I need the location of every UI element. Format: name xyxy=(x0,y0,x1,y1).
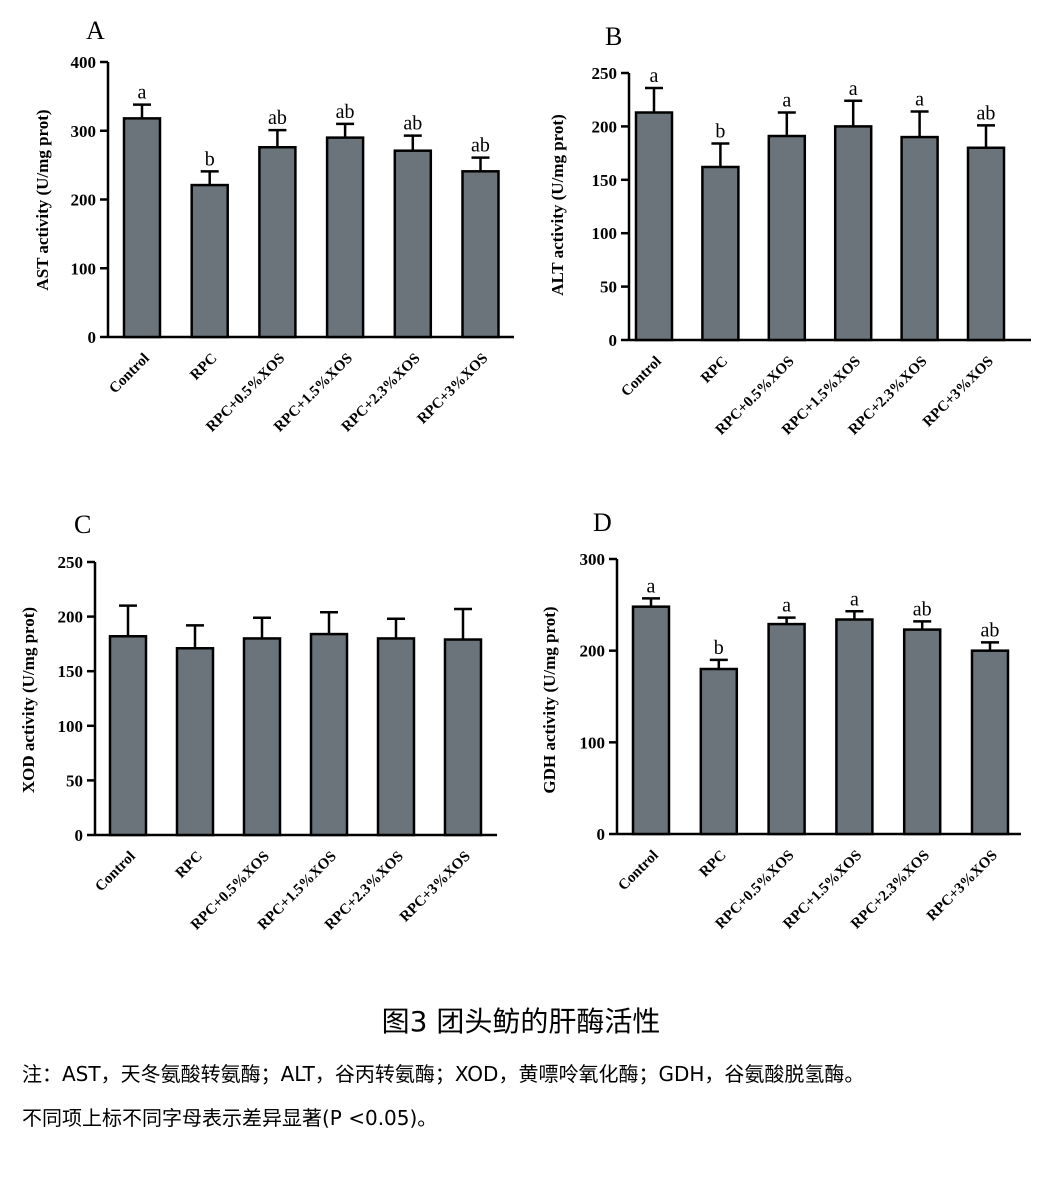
chart-b: 0 50 100 150 200 250 ALT activity (U/mg prot) a… xyxy=(548,64,1031,438)
y-tick-label: 200 xyxy=(580,642,606,661)
y-tick-label: 0 xyxy=(597,825,606,844)
x-tick-label: Control xyxy=(92,849,138,895)
y-tick-label: 250 xyxy=(592,64,618,83)
panel-c: C 0 50 100 150 200 250 XOD activity (U/mg prot… xyxy=(0,490,521,980)
chart-c: 0 50 100 150 200 250 XOD activity (U/mg prot) C… xyxy=(19,553,497,933)
significance-letter: b xyxy=(205,148,215,170)
chart-d: 0 100 200 300 GDH activity (U/mg prot) a Contr… xyxy=(540,550,1021,932)
y-tick-label: 200 xyxy=(592,117,618,136)
x-tick-label: RPC xyxy=(698,354,731,387)
y-axis-label: AST activity (U/mg prot) xyxy=(33,109,52,290)
y-tick-label: 200 xyxy=(58,608,84,627)
significance-letter: a xyxy=(647,575,656,597)
y-axis-label: GDH activity (U/mg prot) xyxy=(540,606,559,793)
bar xyxy=(461,170,500,339)
bar xyxy=(108,635,148,837)
y-tick-label: 400 xyxy=(71,53,97,72)
x-tick-label: Control xyxy=(618,354,664,400)
bar xyxy=(258,146,297,339)
x-tick-label: Control xyxy=(615,848,661,894)
significance-letter: a xyxy=(915,88,924,110)
panel-d: D 0 100 200 300 GDH activity (U/mg prot) a Con… xyxy=(521,490,1042,980)
significance-letter: ab xyxy=(268,107,287,129)
bar xyxy=(767,622,806,836)
y-tick-label: 250 xyxy=(58,553,84,572)
significance-letter: a xyxy=(850,588,859,610)
bar xyxy=(699,667,739,836)
y-tick-label: 300 xyxy=(71,122,97,141)
significance-letter: a xyxy=(650,65,659,87)
y-tick-label: 100 xyxy=(58,717,84,736)
bar xyxy=(190,183,229,339)
bar xyxy=(122,117,162,339)
y-tick-label: 100 xyxy=(580,733,606,752)
bar xyxy=(175,647,215,837)
x-tick-label: RPC xyxy=(187,351,220,384)
panel-letter: A xyxy=(86,16,105,45)
significance-letter: ab xyxy=(471,135,490,157)
bar xyxy=(767,134,807,342)
significance-letter: ab xyxy=(336,101,355,123)
chart-a: 0 100 200 300 400 AST activity (U/mg prot) a Co… xyxy=(33,53,514,435)
x-tick-label: Control xyxy=(106,351,152,397)
y-tick-label: 150 xyxy=(58,662,84,681)
bar xyxy=(309,632,349,837)
significance-letter: ab xyxy=(981,619,1000,641)
significance-letter: ab xyxy=(913,598,932,620)
x-tick-label: RPC+3%XOS xyxy=(397,849,474,926)
y-tick-label: 300 xyxy=(580,550,606,569)
y-axis-label: XOD activity (U/mg prot) xyxy=(19,607,38,793)
bar xyxy=(900,135,939,342)
significance-letter: a xyxy=(782,595,791,617)
y-tick-label: 0 xyxy=(88,328,97,347)
bar xyxy=(443,638,483,837)
y-tick-label: 100 xyxy=(592,224,618,243)
y-tick-label: 50 xyxy=(66,771,83,790)
y-tick-label: 0 xyxy=(609,331,618,350)
y-tick-label: 150 xyxy=(592,171,618,190)
y-tick-label: 100 xyxy=(71,259,97,278)
figure-note-line-2: 不同项上标不同字母表示差异显著(P <0.05)。 xyxy=(22,1106,438,1130)
panel-b: B 0 50 100 150 200 250 ALT activity (U/mg prot… xyxy=(521,0,1042,490)
bar xyxy=(833,125,873,342)
bar xyxy=(902,628,942,836)
bar xyxy=(835,618,874,836)
significance-letter: b xyxy=(714,637,724,659)
significance-letter: b xyxy=(715,120,725,142)
y-axis-label: ALT activity (U/mg prot) xyxy=(548,114,567,296)
bar xyxy=(966,146,1006,342)
significance-letter: ab xyxy=(403,113,422,135)
y-tick-label: 0 xyxy=(75,826,84,845)
panel-letter: B xyxy=(605,22,623,51)
bar xyxy=(634,111,674,342)
significance-letter: a xyxy=(138,82,147,104)
x-tick-label: RPC+3%XOS xyxy=(920,354,997,431)
bar xyxy=(242,637,282,837)
bar xyxy=(970,649,1010,836)
x-tick-label: RPC xyxy=(173,849,206,882)
figure-caption-title: 图3 团头鲂的肝酶活性 xyxy=(381,1005,661,1038)
significance-letter: a xyxy=(782,90,791,112)
bar xyxy=(701,165,740,342)
significance-letter: a xyxy=(849,78,858,100)
x-tick-label: RPC+3%XOS xyxy=(924,848,1001,925)
x-tick-label: RPC xyxy=(697,848,730,881)
y-tick-label: 50 xyxy=(600,278,617,297)
y-tick-label: 200 xyxy=(71,191,97,210)
panel-a: A 0 100 200 300 400 AST activity (U/mg prot) a… xyxy=(0,0,521,490)
bar xyxy=(631,605,671,836)
x-tick-label: RPC+3%XOS xyxy=(414,351,491,428)
panel-letter: D xyxy=(593,508,612,537)
panel-letter: C xyxy=(74,510,92,539)
bar xyxy=(376,637,416,837)
bar xyxy=(325,136,365,339)
figure-note-line-1: 注：AST，天冬氨酸转氨酶；ALT，谷丙转氨酶；XOD，黄嘌呤氧化酶；GDH，谷… xyxy=(22,1062,865,1086)
significance-letter: ab xyxy=(977,102,996,124)
bar xyxy=(393,149,433,339)
